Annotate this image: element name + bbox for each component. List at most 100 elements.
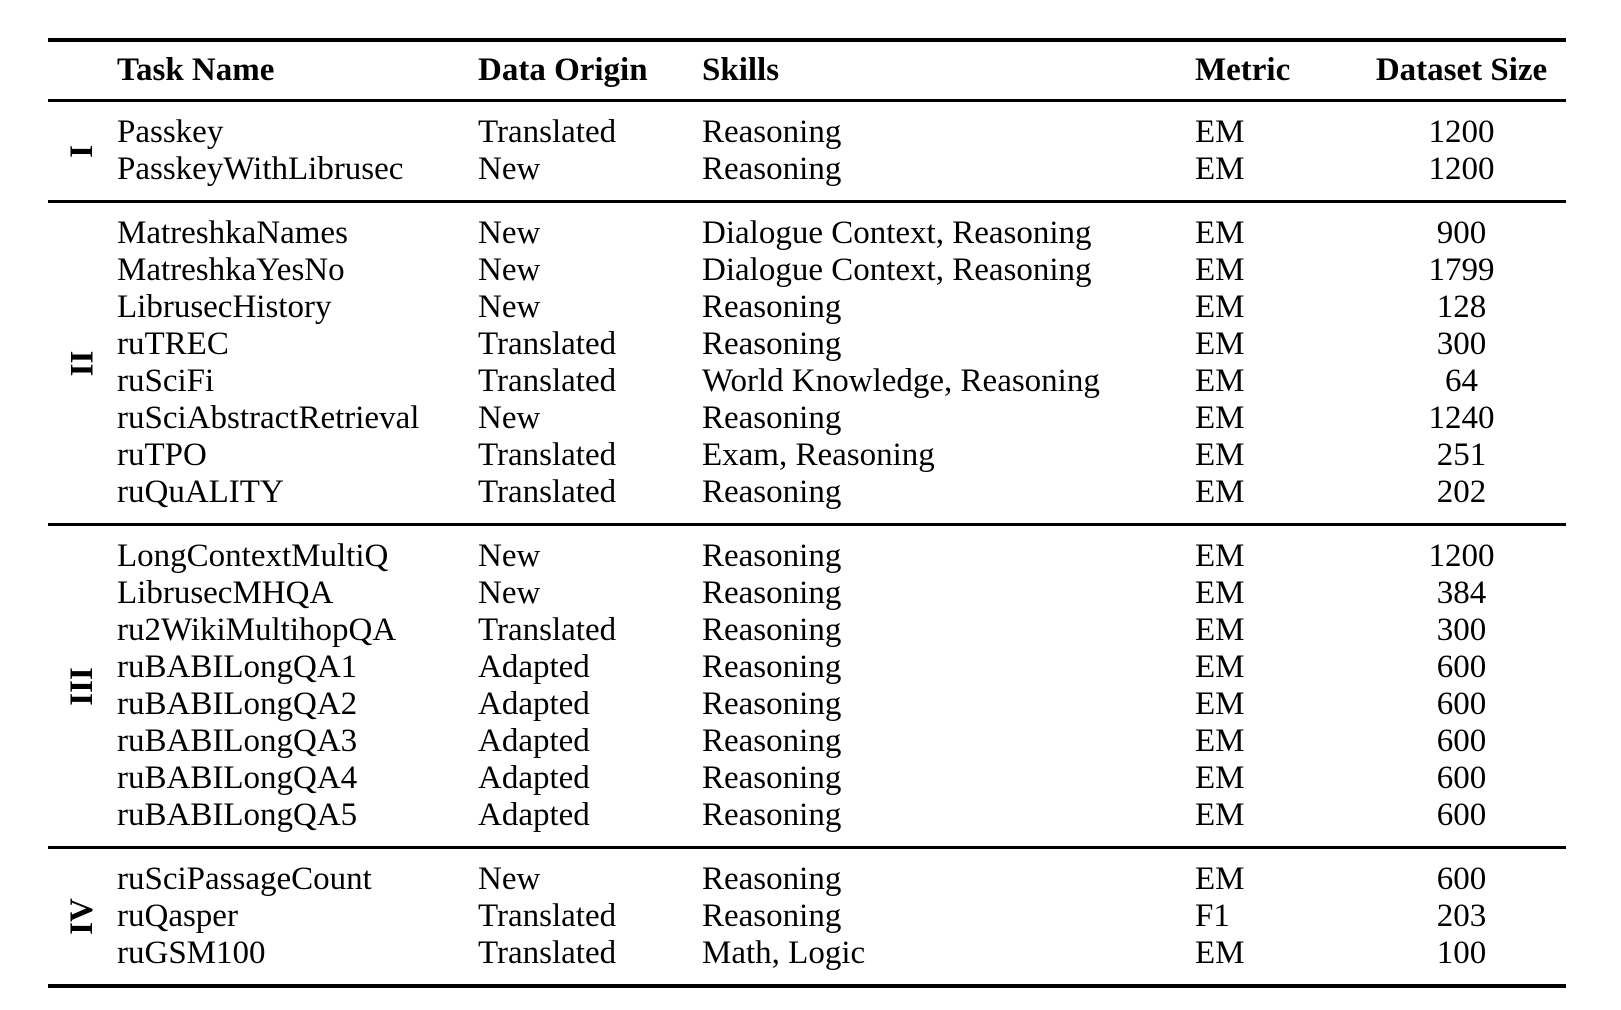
cell-skills: Reasoning xyxy=(702,861,842,897)
cell-skills: World Knowledge, Reasoning xyxy=(702,363,1100,399)
column-header-task-name: Task Name xyxy=(117,52,275,88)
cell-task-name: PasskeyWithLibrusec xyxy=(117,151,404,187)
cell-data-origin: Translated xyxy=(478,612,617,648)
cell-dataset-size: 600 xyxy=(1436,686,1487,722)
cell-skills: Reasoning xyxy=(702,326,842,362)
cell-skills: Reasoning xyxy=(702,686,842,722)
cell-task-name: ruQasper xyxy=(117,898,238,934)
group-rows: Passkey Translated Reasoning EM 1200 Pas… xyxy=(117,102,1566,200)
table-group-1: I Passkey Translated Reasoning EM 1200 P… xyxy=(48,102,1566,203)
table-row: ruSciFi Translated World Knowledge, Reas… xyxy=(117,363,1566,400)
cell-skills: Reasoning xyxy=(702,649,842,685)
table-row: ruBABILongQA3 Adapted Reasoning EM 600 xyxy=(117,723,1566,760)
table-row: LongContextMultiQ New Reasoning EM 1200 xyxy=(117,538,1566,575)
column-header-data-origin: Data Origin xyxy=(478,52,648,88)
cell-skills: Reasoning xyxy=(702,538,842,574)
cell-task-name: MatreshkaNames xyxy=(117,215,348,251)
cell-metric: EM xyxy=(1195,400,1245,436)
cell-skills: Dialogue Context, Reasoning xyxy=(702,215,1092,251)
header-spacer xyxy=(48,52,117,89)
cell-skills: Math, Logic xyxy=(702,935,866,971)
cell-data-origin: Adapted xyxy=(478,723,590,759)
cell-metric: EM xyxy=(1195,289,1245,325)
cell-data-origin: Translated xyxy=(478,935,617,971)
table-row: PasskeyWithLibrusec New Reasoning EM 120… xyxy=(117,151,1566,188)
cell-task-name: ruBABILongQA4 xyxy=(117,760,358,796)
cell-task-name: ruQuALITY xyxy=(117,474,284,510)
table-group-2: II MatreshkaNames New Dialogue Context, … xyxy=(48,203,1566,526)
cell-task-name: ruSciPassageCount xyxy=(117,861,372,897)
cell-dataset-size: 1200 xyxy=(1428,151,1495,187)
table-row: ruTPO Translated Exam, Reasoning EM 251 xyxy=(117,437,1566,474)
cell-task-name: ruGSM100 xyxy=(117,935,266,971)
table-group-3: III LongContextMultiQ New Reasoning EM 1… xyxy=(48,526,1566,849)
cell-data-origin: Translated xyxy=(478,437,617,473)
group-label: IV xyxy=(64,898,100,935)
cell-data-origin: New xyxy=(478,400,541,436)
cell-data-origin: Adapted xyxy=(478,686,590,722)
cell-task-name: ruTREC xyxy=(117,326,229,362)
benchmark-table: Task Name Data Origin Skills Metric Data… xyxy=(48,38,1566,988)
table-row: ruBABILongQA5 Adapted Reasoning EM 600 xyxy=(117,797,1566,834)
cell-skills: Reasoning xyxy=(702,474,842,510)
cell-data-origin: New xyxy=(478,289,541,325)
cell-task-name: ruBABILongQA2 xyxy=(117,686,358,722)
cell-task-name: ruTPO xyxy=(117,437,207,473)
cell-skills: Reasoning xyxy=(702,289,842,325)
table-row: ruQuALITY Translated Reasoning EM 202 xyxy=(117,474,1566,511)
table-row: LibrusecHistory New Reasoning EM 128 xyxy=(117,289,1566,326)
cell-data-origin: New xyxy=(478,151,541,187)
cell-dataset-size: 128 xyxy=(1436,289,1487,325)
cell-dataset-size: 300 xyxy=(1436,612,1487,648)
cell-dataset-size: 900 xyxy=(1436,215,1487,251)
cell-dataset-size: 600 xyxy=(1436,649,1487,685)
cell-metric: EM xyxy=(1195,151,1245,187)
table-row: ruBABILongQA2 Adapted Reasoning EM 600 xyxy=(117,686,1566,723)
cell-skills: Reasoning xyxy=(702,151,842,187)
table-row: LibrusecMHQA New Reasoning EM 384 xyxy=(117,575,1566,612)
column-header-skills: Skills xyxy=(702,52,780,88)
cell-skills: Reasoning xyxy=(702,612,842,648)
cell-dataset-size: 300 xyxy=(1436,326,1487,362)
group-label-cell: I xyxy=(48,102,117,200)
group-rows: MatreshkaNames New Dialogue Context, Rea… xyxy=(117,203,1566,523)
cell-data-origin: Adapted xyxy=(478,797,590,833)
cell-data-origin: Adapted xyxy=(478,760,590,796)
cell-task-name: ruSciAbstractRetrieval xyxy=(117,400,420,436)
group-label-cell: II xyxy=(48,203,117,523)
cell-task-name: LibrusecMHQA xyxy=(117,575,334,611)
group-label: III xyxy=(64,666,100,706)
table-row: ruBABILongQA4 Adapted Reasoning EM 600 xyxy=(117,760,1566,797)
cell-skills: Dialogue Context, Reasoning xyxy=(702,252,1092,288)
cell-metric: EM xyxy=(1195,538,1245,574)
cell-metric: EM xyxy=(1195,326,1245,362)
cell-task-name: ruBABILongQA5 xyxy=(117,797,358,833)
cell-dataset-size: 384 xyxy=(1436,575,1487,611)
table-group-4: IV ruSciPassageCount New Reasoning EM 60… xyxy=(48,849,1566,984)
cell-metric: EM xyxy=(1195,797,1245,833)
cell-task-name: ruBABILongQA1 xyxy=(117,649,358,685)
cell-metric: EM xyxy=(1195,935,1245,971)
cell-dataset-size: 600 xyxy=(1436,861,1487,897)
column-header-dataset-size: Dataset Size xyxy=(1375,52,1548,88)
cell-data-origin: New xyxy=(478,861,541,897)
table-row: ruBABILongQA1 Adapted Reasoning EM 600 xyxy=(117,649,1566,686)
cell-metric: EM xyxy=(1195,215,1245,251)
cell-data-origin: New xyxy=(478,215,541,251)
table-row: ruSciPassageCount New Reasoning EM 600 xyxy=(117,861,1566,898)
cell-metric: EM xyxy=(1195,649,1245,685)
group-label-cell: IV xyxy=(48,849,117,984)
cell-dataset-size: 600 xyxy=(1436,760,1487,796)
cell-skills: Reasoning xyxy=(702,898,842,934)
cell-data-origin: New xyxy=(478,252,541,288)
table-row: ruSciAbstractRetrieval New Reasoning EM … xyxy=(117,400,1566,437)
cell-metric: EM xyxy=(1195,437,1245,473)
table-row: ruQasper Translated Reasoning F1 203 xyxy=(117,898,1566,935)
cell-metric: EM xyxy=(1195,612,1245,648)
cell-metric: EM xyxy=(1195,861,1245,897)
cell-data-origin: Adapted xyxy=(478,649,590,685)
table-row: MatreshkaYesNo New Dialogue Context, Rea… xyxy=(117,252,1566,289)
cell-data-origin: New xyxy=(478,538,541,574)
cell-task-name: MatreshkaYesNo xyxy=(117,252,345,288)
